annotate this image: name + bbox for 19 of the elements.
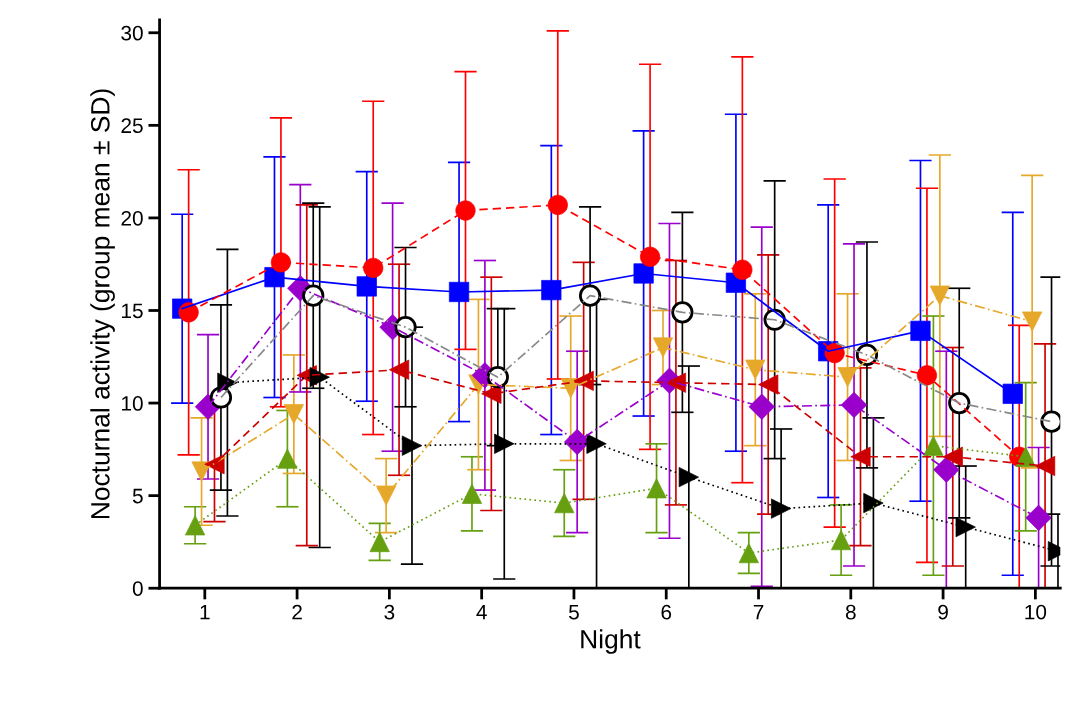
y-tick-label: 10 — [122, 396, 143, 411]
x-tick-label: 8 — [845, 604, 856, 620]
x-tick-label: 4 — [476, 604, 487, 620]
y-axis-title: Nocturnal activity (group mean ± SD) — [90, 89, 115, 519]
x-tick-label: 6 — [661, 604, 672, 620]
x-tick-label: 2 — [292, 604, 302, 620]
x-tick-label: 3 — [384, 604, 395, 620]
x-tick-label: 9 — [938, 604, 948, 620]
y-tick-label: 20 — [121, 210, 143, 226]
y-tick-label: 30 — [121, 25, 143, 41]
x-tick-label: 1 — [200, 604, 210, 620]
x-tick-label: 10 — [1025, 604, 1047, 620]
y-tick-label: 0 — [132, 581, 143, 596]
x-tick-label: 7 — [753, 604, 764, 620]
y-tick-label: 5 — [132, 488, 143, 504]
x-axis-title: Night — [581, 629, 641, 654]
y-tick-label: 25 — [121, 118, 143, 134]
x-tick-label: 5 — [568, 604, 579, 620]
y-tick-label: 15 — [122, 303, 143, 319]
